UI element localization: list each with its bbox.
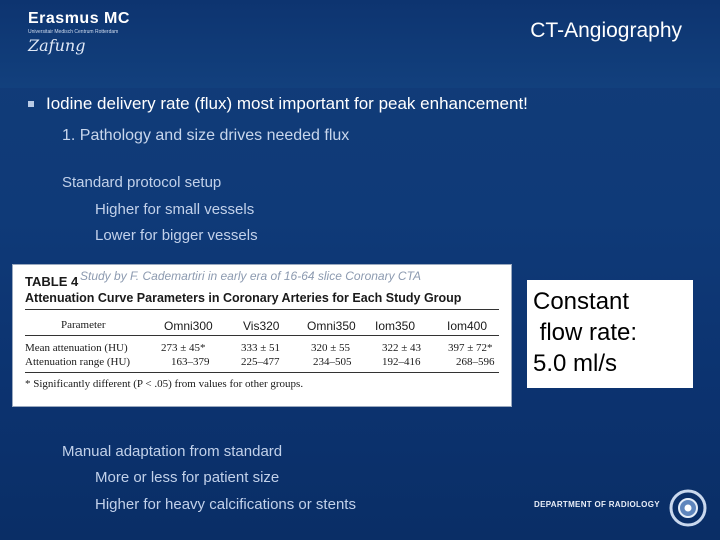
main-bullet: Iodine delivery rate (flux) most importa… [28,94,528,114]
table-label: TABLE 4 [25,274,79,289]
callout-line-3: 5.0 ml/s [533,350,618,378]
cell-range-iom400: 268–596 [456,356,495,368]
cell-mean-omni350: 320 ± 55 [311,342,351,354]
numbered-item: 1. Pathology and size drives needed flux [62,127,350,144]
table-rule-mid [25,335,499,336]
col-header-iom400: Iom400 [447,319,488,333]
table-rule-top [25,309,499,310]
col-header-omni300: Omni300 [164,319,213,333]
cell-mean-iom400: 397 ± 72* [448,342,493,354]
cell-mean-iom350: 322 ± 43 [382,342,422,354]
row-label-range: Attenuation range (HU) [25,356,131,368]
erasmus-logo: Erasmus MC Universitair Medisch Centrum … [28,10,148,55]
col-header-vis320: Vis320 [243,319,280,333]
standard-setup-text: Standard protocol setup [62,174,222,191]
logo-sub-text: Universitair Medisch Centrum Rotterdam [28,29,119,35]
cell-range-omni350: 234–505 [313,356,352,368]
callout-line-1: Constant [533,288,630,315]
param-header: Parameter [61,319,106,331]
row-label-mean: Mean attenuation (HU) [25,342,128,354]
table-rule-bottom [25,372,499,373]
square-bullet-icon [28,101,34,107]
cell-range-iom350: 192–416 [382,356,421,368]
department-label: DEPARTMENT OF RADIOLOGY [534,500,660,509]
cell-range-vis320: 225–477 [241,356,280,368]
logo-main-text: Erasmus MC [28,10,130,27]
lower-bigger-text: Lower for bigger vessels [95,227,258,244]
higher-small-text: Higher for small vessels [95,201,255,218]
logo-script-text: Zafung [28,36,86,55]
manual-adaptation-text: Manual adaptation from standard [62,443,283,460]
slide-title: CT-Angiography [530,19,682,42]
ox-logo-icon [669,489,707,527]
more-less-text: More or less for patient size [95,469,280,486]
table-caption: Attenuation Curve Parameters in Coronary… [25,291,462,305]
cell-range-omni300: 163–379 [171,356,210,368]
table-overlay-note: Study by F. Cademartiri in early era of … [80,269,422,283]
cell-mean-omni300: 273 ± 45* [161,342,206,354]
table-footnote: * Significantly different (P < .05) from… [25,378,304,390]
attenuation-table: TABLE 4 Study by F. Cademartiri in early… [12,264,512,407]
col-header-iom350: Iom350 [375,319,416,333]
callout-line-2: flow rate: [533,319,638,347]
main-bullet-text: Iodine delivery rate (flux) most importa… [46,94,528,113]
cell-mean-vis320: 333 ± 51 [241,342,281,354]
constant-flow-callout: Constant flow rate: 5.0 ml/s [527,280,693,388]
higher-heavy-text: Higher for heavy calcifications or stent… [95,496,356,513]
col-header-omni350: Omni350 [307,319,356,333]
header-band [0,0,720,88]
